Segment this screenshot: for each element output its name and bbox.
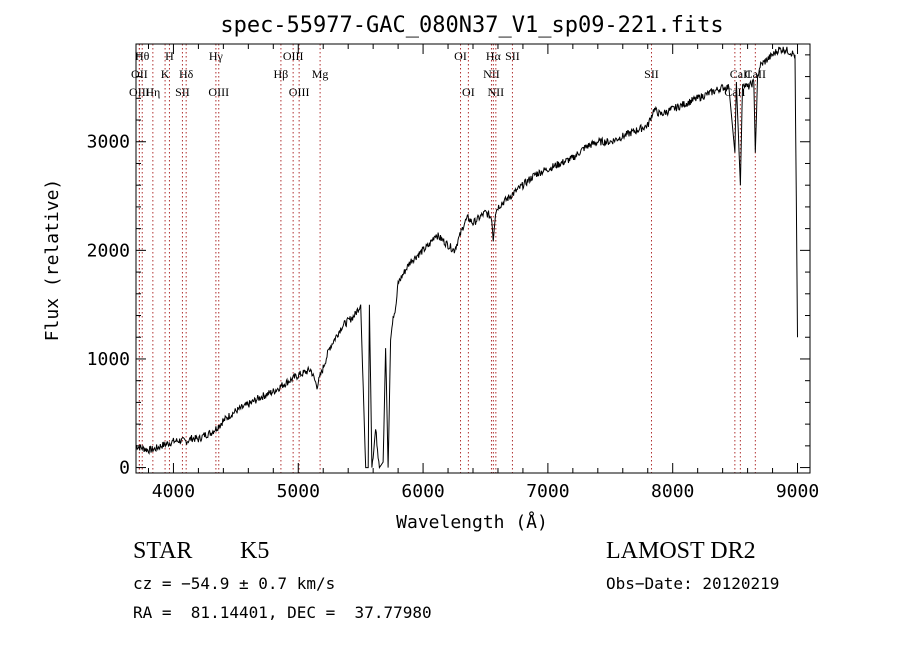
spectral-line-label: OIII [289,85,310,99]
plot-frame [135,43,811,474]
spectral-line-label: OIII [129,85,150,99]
spectral-line-label: Hη [145,85,160,99]
spectral-line-label: OIII [208,85,229,99]
object-class: STAR [133,538,193,564]
x-tick-label: 6000 [401,481,444,502]
redshift-readout: cz = −54.9 ± 0.7 km/s [133,574,336,593]
spectral-line-label: OIII [283,49,304,63]
obs-date: Obs−Date: 20120219 [606,574,780,593]
x-tick-label: 7000 [526,481,569,502]
x-axis-label: Wavelength (Å) [396,511,548,533]
spectrum-line [135,46,798,470]
chart-title: spec-55977-GAC_080N37_V1_sp09-221.fits [220,13,723,38]
x-tick-label: 9000 [776,481,819,502]
spectral-line-label: Hδ [179,67,194,81]
y-axis-label: Flux (relative) [42,179,63,342]
spectral-line-label: SII [505,49,520,63]
spectral-line-label: NII [488,85,505,99]
spectral-line-label: Mg [312,67,329,81]
spectral-line-label: H [165,49,174,63]
axis-ticks: 4000 5000 6000 7000 8000 9000 0 1000 2000 3000 [87,44,819,502]
spectral-line-label: OI [462,85,475,99]
spectral-line-label: Hθ [135,49,150,63]
spectral-line-label: Hγ [209,49,224,63]
spectral-line-label: OI [454,49,467,63]
spectral-line-label: CaII [730,67,751,81]
x-tick-label: 5000 [277,481,320,502]
spectral-line-label: NII [483,67,500,81]
spectral-line-label: Hβ [274,67,289,81]
y-tick-label: 0 [119,458,130,479]
x-tick-label: 8000 [651,481,694,502]
survey-name: LAMOST DR2 [606,538,756,564]
y-tick-label: 2000 [87,240,130,261]
spectral-line-label: OII [131,67,148,81]
spectral-line-markers: HθOIIOIIIHηKHSIIHδHγOIIIHβOIIIOIIIMgOIOI… [129,44,766,473]
y-tick-label: 3000 [87,132,130,153]
y-tick-label: 1000 [87,349,130,370]
spectral-line-label: CaII [745,67,766,81]
spectral-line-label: SII [644,67,659,81]
spectral-line-label: Hα [486,49,502,63]
spectral-line-label: K [161,67,170,81]
spectral-line-label: SII [175,85,190,99]
x-tick-label: 4000 [152,481,195,502]
coordinates: RA = 81.14401, DEC = 37.77980 [133,603,432,622]
object-subclass: K5 [240,538,270,564]
